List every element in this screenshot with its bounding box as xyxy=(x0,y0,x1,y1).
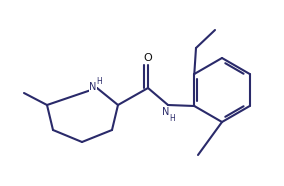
Text: H: H xyxy=(96,76,102,86)
Text: N: N xyxy=(89,82,97,92)
Text: H: H xyxy=(169,113,175,123)
Text: N: N xyxy=(162,107,170,117)
Text: O: O xyxy=(144,53,153,63)
